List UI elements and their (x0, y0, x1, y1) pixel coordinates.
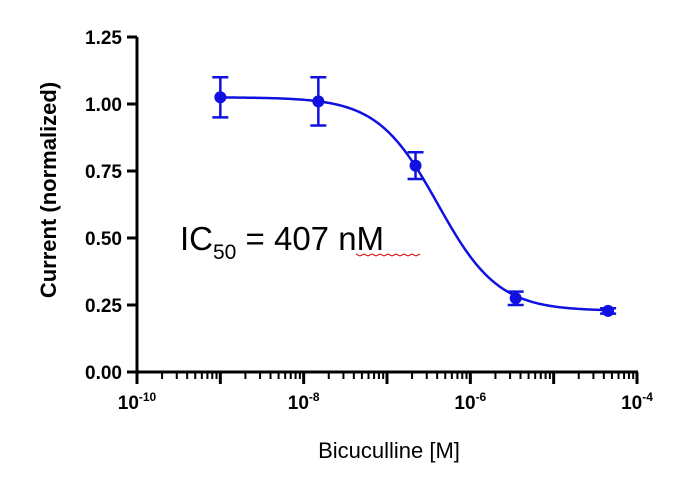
data-point (312, 95, 325, 108)
x-tick-label: 10-6 (454, 390, 486, 414)
y-axis-label: Current (normalized) (36, 82, 61, 298)
y-tick-label: 0.75 (85, 162, 122, 183)
fit-curve-layer (220, 96, 609, 312)
spellcheck-underline (355, 253, 421, 257)
data-point (409, 159, 422, 172)
x-tick-label: 10-10 (118, 390, 157, 414)
ic50-prefix: IC (180, 220, 213, 257)
y-tick-label: 0.00 (85, 363, 122, 384)
x-tick-label: 10-8 (288, 390, 320, 414)
ic50-annotation: IC50 = 407 nM (180, 220, 384, 264)
y-tick-label: 1.00 (85, 95, 122, 116)
x-tick-label: 10-4 (621, 390, 653, 414)
y-axis: 0.00 0.25 0.50 0.75 1.00 1.25 (85, 28, 139, 384)
ic50-subscript: 50 (213, 241, 236, 264)
points-layer (214, 91, 615, 317)
data-point (602, 304, 615, 317)
fit-curve (220, 96, 609, 312)
data-point (509, 292, 522, 305)
data-point (214, 91, 227, 104)
x-axis: 10-10 10-8 10-6 10-4 (118, 370, 653, 414)
error-bars-layer (212, 75, 617, 315)
y-tick-label: 0.50 (85, 229, 122, 250)
x-axis-label: Bicuculline [M] (318, 438, 460, 463)
ic50-suffix: = 407 nM (236, 220, 384, 257)
y-tick-label: 0.25 (85, 296, 122, 317)
y-tick-label: 1.25 (85, 28, 122, 49)
